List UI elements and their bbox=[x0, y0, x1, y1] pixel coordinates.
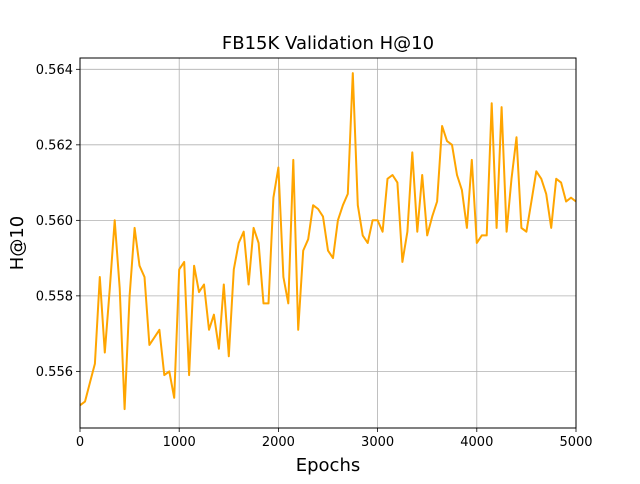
x-tick-label: 1000 bbox=[163, 435, 196, 450]
y-tick-label: 0.562 bbox=[36, 138, 73, 153]
y-axis-label: H@10 bbox=[7, 216, 28, 270]
y-tick-label: 0.564 bbox=[36, 63, 73, 78]
plot-frame bbox=[79, 57, 577, 429]
y-tick-label: 0.556 bbox=[36, 365, 73, 380]
x-tick-label: 3000 bbox=[361, 435, 394, 450]
y-axis-ticks: 0.556 0.558 0.560 0.562 0.564 bbox=[36, 63, 80, 380]
x-tick-label: 0 bbox=[76, 435, 84, 450]
x-axis-ticks: 0 1000 2000 3000 4000 5000 bbox=[76, 428, 593, 450]
series-line bbox=[79, 72, 577, 411]
chart-title: FB15K Validation H@10 bbox=[222, 33, 434, 54]
x-tick-label: 5000 bbox=[559, 435, 592, 450]
x-tick-label: 4000 bbox=[460, 435, 493, 450]
y-tick-label: 0.558 bbox=[36, 289, 73, 304]
x-axis-label: Epochs bbox=[296, 455, 361, 476]
x-tick-label: 2000 bbox=[262, 435, 295, 450]
y-tick-label: 0.560 bbox=[36, 214, 73, 229]
